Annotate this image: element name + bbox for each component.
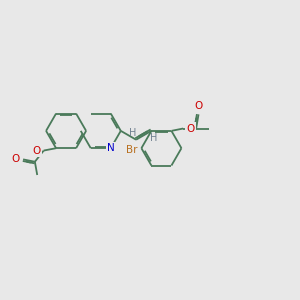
Text: H: H [150,133,158,142]
Text: N: N [107,143,115,153]
Text: O: O [186,124,195,134]
Text: O: O [194,101,202,111]
Text: O: O [32,146,41,156]
Text: Br: Br [126,145,138,155]
Text: O: O [11,154,20,164]
Text: H: H [130,128,137,138]
